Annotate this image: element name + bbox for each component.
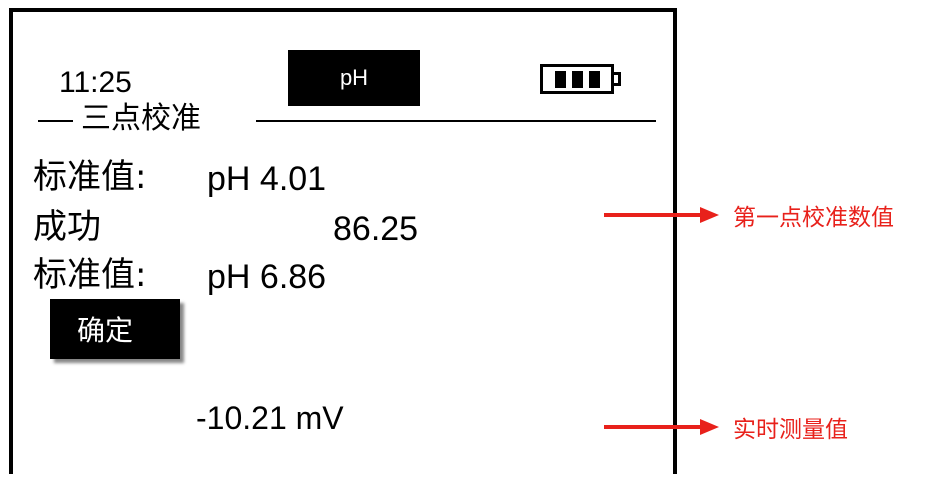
section-divider-left (38, 120, 73, 122)
standard-value-label: 标准值: (33, 157, 147, 197)
battery-cell (571, 70, 583, 88)
standard-value: pH 6.86 (207, 258, 327, 296)
mode-indicator: pH (288, 50, 420, 106)
standard-value-label: 标准值: (33, 255, 147, 295)
arrow-right-icon (604, 419, 719, 435)
annotation-text: 实时测量值 (733, 417, 848, 443)
battery-cell (588, 70, 600, 88)
standard-value: pH 4.01 (207, 160, 327, 198)
calibration-value: 86.25 (333, 210, 419, 248)
annotation-first-point: 第一点校准数值 (604, 198, 894, 232)
battery-terminal (614, 72, 621, 86)
annotation-text: 第一点校准数值 (733, 205, 894, 231)
annotation-live-reading: 实时测量值 (604, 410, 848, 444)
mode-label: pH (339, 65, 369, 90)
confirm-button[interactable]: 确定 (50, 299, 180, 359)
arrow-right-icon (604, 207, 719, 223)
clock-time: 11:25 (59, 66, 132, 99)
confirm-button-label: 确定 (76, 314, 133, 347)
live-mv-reading: -10.21 mV (196, 400, 344, 436)
device-screen: 11:25 pH 三点校准 标准值: pH 4.01 成功 86.25 标准值:… (9, 8, 677, 474)
battery-full-icon (540, 64, 614, 94)
battery-cell (554, 70, 566, 88)
section-divider-right (256, 120, 656, 122)
calibration-status-label: 成功 (33, 207, 101, 247)
section-title: 三点校准 (81, 101, 201, 136)
